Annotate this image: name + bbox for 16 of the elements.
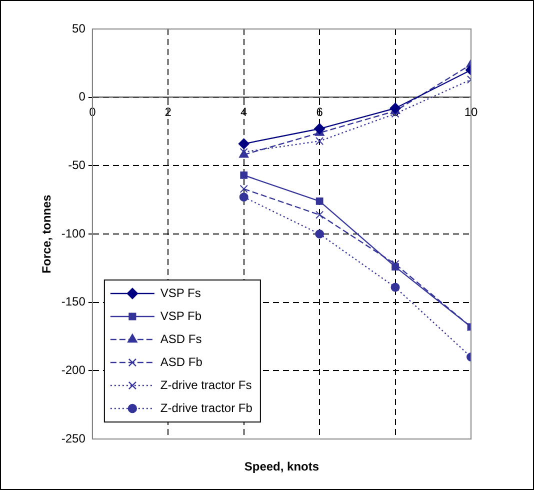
- y-tick-label: -150: [61, 294, 86, 309]
- y-tick-label: -50: [68, 158, 86, 172]
- y-tick-label: -100: [61, 226, 86, 240]
- y-tick-label: -250: [61, 431, 86, 446]
- legend-label: Z-drive tractor Fs: [160, 378, 252, 392]
- x-tick-label: 10: [464, 104, 478, 119]
- y-axis-title: Force, tonnes: [40, 194, 54, 274]
- y-tick-label: 50: [72, 21, 86, 36]
- legend-label: VSP Fb: [160, 308, 202, 323]
- legend-label: ASD Fb: [160, 354, 203, 369]
- y-tick-label: -200: [61, 362, 86, 377]
- y-tick-label: 0: [78, 90, 86, 104]
- x-axis-title: Speed, knots: [244, 459, 320, 474]
- legend-label: Z-drive tractor Fb: [160, 400, 253, 415]
- legend-label: VSP Fs: [160, 286, 201, 300]
- legend-label: ASD Fs: [160, 332, 202, 346]
